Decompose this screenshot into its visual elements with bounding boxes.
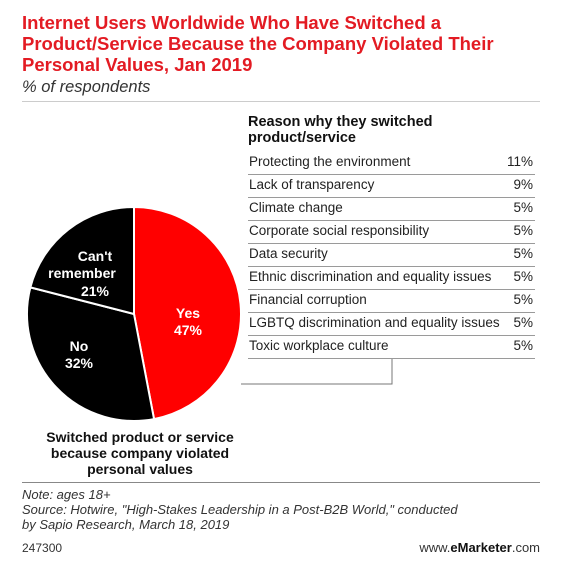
slice-label-cant-remember-line-1: Can't	[78, 248, 113, 264]
chart-subtitle: % of respondents	[22, 78, 151, 96]
pie-slice-no	[26, 286, 156, 422]
footnote: Note: ages 18+ Source: Hotwire, "High-St…	[22, 487, 552, 532]
brand-prefix: www.	[419, 540, 451, 555]
reason-value: 5%	[513, 292, 533, 307]
chart-title: Internet Users Worldwide Who Have Switch…	[22, 12, 494, 75]
reason-value: 5%	[513, 315, 533, 330]
pie-caption: Switched product or service because comp…	[46, 429, 234, 477]
top-divider	[22, 101, 540, 102]
reason-value: 9%	[513, 177, 533, 192]
reason-value: 11%	[506, 154, 533, 169]
reason-label: Lack of transparency	[249, 177, 375, 192]
reason-value: 5%	[513, 246, 533, 261]
table-row: Data security 5%	[248, 243, 535, 267]
slice-label-cant-remember-line-2: remember	[48, 265, 116, 281]
table-row: Protecting the environment 11%	[248, 151, 535, 175]
source-line-2: by Sapio Research, March 18, 2019	[22, 517, 230, 532]
table-heading-line-1: Reason why they switched	[248, 114, 433, 130]
slice-label-yes: Yes	[176, 305, 200, 321]
yes-to-reasons-connector	[241, 358, 393, 385]
reason-value: 5%	[513, 338, 533, 353]
note-text: Note: ages 18+	[22, 487, 111, 502]
table-row: Corporate social responsibility 5%	[248, 220, 535, 244]
slice-value-yes: 47%	[174, 322, 203, 338]
slice-label-no: No	[70, 338, 89, 354]
reason-label: Climate change	[249, 200, 343, 215]
reason-label: Toxic workplace culture	[249, 338, 389, 353]
table-row: Toxic workplace culture 5%	[248, 335, 535, 359]
reason-label: Protecting the environment	[249, 154, 411, 169]
reason-label: LGBTQ discrimination and equality issues	[249, 315, 500, 330]
reason-label: Data security	[249, 246, 328, 261]
pie-slice-cant-remember	[29, 205, 135, 316]
table-heading: Reason why they switched product/service	[248, 114, 538, 146]
pie-slice-yes	[133, 205, 242, 421]
brand-name: eMarketer	[450, 540, 512, 555]
reason-value: 5%	[513, 223, 533, 238]
chart-id: 247300	[22, 541, 63, 555]
reason-label: Financial corruption	[249, 292, 367, 307]
slice-value-cant-remember: 21%	[81, 283, 110, 299]
table-heading-line-2: product/service	[248, 130, 356, 146]
table-row: Ethnic discrimination and equality issue…	[248, 266, 535, 290]
brand-suffix: .com	[511, 540, 540, 555]
table-row: Lack of transparency 9%	[248, 174, 535, 198]
bottom-divider	[22, 482, 540, 483]
brand-logo[interactable]: www.eMarketer.com	[419, 540, 540, 555]
reason-value: 5%	[513, 200, 533, 215]
table-row: Financial corruption 5%	[248, 289, 535, 313]
table-row: Climate change 5%	[248, 197, 535, 221]
reason-label: Corporate social responsibility	[249, 223, 430, 238]
source-line-1: Source: Hotwire, "High-Stakes Leadership…	[22, 502, 458, 517]
reason-value: 5%	[513, 269, 533, 284]
slice-value-no: 32%	[65, 355, 94, 371]
table-row: LGBTQ discrimination and equality issues…	[248, 312, 535, 336]
reason-label: Ethnic discrimination and equality issue…	[249, 269, 492, 284]
